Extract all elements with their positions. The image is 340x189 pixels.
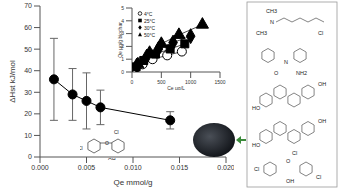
svg-text:HO: HO: [252, 105, 261, 111]
svg-text:O: O: [105, 140, 109, 146]
svg-text:OH: OH: [108, 157, 116, 160]
svg-text:50: 50: [24, 46, 32, 53]
svg-text:Ce μg/L: Ce μg/L: [167, 85, 185, 90]
svg-text:Cl: Cl: [254, 166, 259, 172]
svg-text:O: O: [286, 158, 291, 164]
svg-text:10: 10: [24, 132, 32, 139]
svg-text:20: 20: [24, 110, 32, 117]
svg-text:O: O: [274, 70, 279, 76]
svg-text:5: 5: [121, 5, 124, 11]
svg-text:OH: OH: [318, 118, 326, 124]
html-text:50°C: 50°C: [144, 31, 156, 38]
svg-text:Cl: Cl: [292, 150, 297, 156]
svg-text:Cl: Cl: [114, 129, 119, 135]
svg-text:N: N: [270, 19, 274, 25]
svg-text:Cl: Cl: [316, 174, 321, 180]
svg-text:Qe mmol/g: Qe mmol/g: [113, 178, 152, 187]
svg-text:70: 70: [24, 2, 32, 9]
svg-text:40: 40: [24, 67, 32, 74]
svg-text:HO: HO: [252, 142, 261, 148]
svg-text:60: 60: [24, 24, 32, 31]
html-text:30°C: 30°C: [144, 24, 156, 31]
svg-text:1500: 1500: [214, 79, 225, 85]
svg-text:0: 0: [28, 153, 32, 160]
svg-text:30: 30: [24, 89, 32, 96]
svg-text:0.015: 0.015: [171, 164, 189, 171]
svg-text:0: 0: [121, 69, 124, 75]
svg-text:500: 500: [157, 79, 166, 85]
svg-text:0.005: 0.005: [78, 164, 96, 171]
svg-text:4: 4: [121, 17, 124, 24]
svg-text:N: N: [284, 59, 288, 65]
svg-text:0.000: 0.000: [31, 164, 49, 171]
svg-text:NH2: NH2: [296, 70, 307, 76]
svg-text:0.010: 0.010: [124, 164, 142, 171]
svg-text:Cl: Cl: [318, 30, 323, 36]
svg-text:OH: OH: [318, 81, 326, 87]
html-text:25°C: 25°C: [144, 17, 156, 24]
svg-text:ΔHst kJ/mol: ΔHst kJ/mol: [8, 60, 17, 103]
svg-text:Qe μg/g biochar: Qe μg/g biochar: [117, 22, 123, 58]
svg-text:CH3: CH3: [256, 30, 267, 36]
svg-text:CH3: CH3: [266, 8, 277, 14]
svg-text:1: 1: [121, 56, 124, 62]
svg-text:0.020: 0.020: [217, 164, 234, 171]
svg-text:OH: OH: [286, 178, 294, 184]
html-text:4°C: 4°C: [144, 10, 153, 17]
svg-text:0: 0: [131, 79, 134, 85]
svg-text:Cl: Cl: [80, 145, 83, 151]
svg-text:1000: 1000: [185, 79, 196, 85]
